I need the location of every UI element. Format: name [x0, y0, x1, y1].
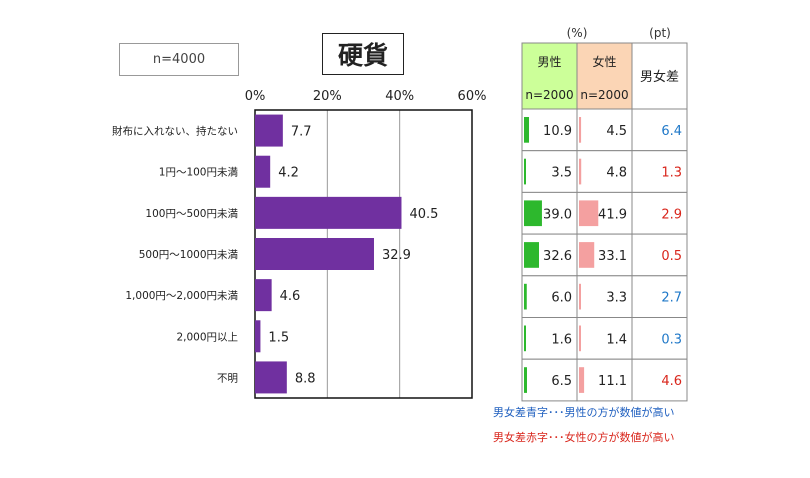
bar: [255, 279, 272, 312]
bar-value-label: 8.8: [295, 371, 316, 386]
male-value: 6.0: [551, 291, 572, 306]
diff-value: 4.6: [661, 374, 682, 389]
diff-value: 0.3: [661, 332, 682, 347]
female-data-bar: [579, 117, 582, 143]
x-tick-label: 20%: [313, 89, 342, 104]
diff-cell: [631, 317, 688, 360]
diff-value: 1.3: [661, 166, 682, 181]
diff-value: 6.4: [661, 124, 682, 139]
bar-value-label: 4.2: [278, 166, 299, 181]
male-data-bar: [524, 325, 526, 352]
male-value: 6.5: [551, 374, 572, 389]
diff-header-label: 男女差: [640, 69, 679, 85]
female-value: 3.3: [606, 291, 627, 306]
diff-value: 2.9: [661, 207, 682, 222]
female-value: 11.1: [598, 374, 627, 389]
category-label: 1円～100円未満: [159, 167, 239, 179]
female-value: 4.5: [606, 124, 627, 139]
chart-title: 硬貨: [322, 33, 404, 75]
diff-cell: [631, 233, 688, 277]
male-header-cell: [521, 42, 578, 110]
male-cell: [521, 108, 578, 152]
diff-value: 2.7: [661, 291, 682, 306]
x-tick-label: 60%: [458, 89, 487, 104]
legend-note-red: 男女差赤字･･･女性の方が数値が高い: [493, 431, 675, 444]
bar-value-label: 1.5: [268, 330, 289, 345]
female-cell: [576, 233, 633, 277]
female-value: 1.4: [606, 332, 627, 347]
x-tick-label: 0%: [245, 89, 266, 104]
bar-value-label: 40.5: [409, 207, 438, 222]
male-value: 39.0: [543, 207, 572, 222]
unit-point-label: (pt): [649, 26, 671, 40]
male-data-bar: [524, 117, 530, 143]
male-data-bar: [524, 158, 526, 185]
category-label: 2,000円以上: [176, 331, 238, 343]
female-value: 4.8: [606, 166, 627, 181]
diff-cell: [631, 191, 688, 235]
legend-note-blue: 男女差青字･･･男性の方が数値が高い: [493, 406, 675, 419]
category-label: 500円～1000円未満: [139, 249, 239, 261]
male-value: 10.9: [543, 124, 572, 139]
male-sample-label: n=2000: [525, 88, 573, 102]
male-data-bar: [524, 242, 539, 268]
male-cell: [521, 358, 578, 402]
female-data-bar: [579, 283, 581, 310]
diff-cell: [631, 275, 688, 318]
female-data-bar: [579, 367, 585, 393]
bar-value-label: 4.6: [280, 289, 301, 304]
category-label: 100円～500円未満: [145, 208, 238, 220]
diff-cell: [631, 150, 688, 193]
female-data-bar: [579, 242, 595, 268]
bar-value-label: 7.7: [291, 125, 312, 140]
male-cell: [521, 275, 578, 318]
female-header-cell: [576, 42, 633, 110]
diff-value: 0.5: [661, 249, 682, 264]
female-sample-label: n=2000: [580, 88, 628, 102]
female-data-bar: [579, 158, 582, 185]
female-cell: [576, 317, 633, 360]
bar: [255, 320, 261, 353]
male-data-bar: [524, 200, 542, 227]
bar: [255, 238, 374, 270]
female-cell: [576, 108, 633, 152]
diff-header-cell: [631, 42, 688, 110]
male-value: 32.6: [543, 249, 572, 264]
male-value: 3.5: [551, 166, 572, 181]
female-header-label: 女性: [592, 54, 616, 69]
female-data-bar: [579, 200, 599, 227]
female-value: 33.1: [598, 249, 627, 264]
unit-percent-label: (%): [567, 26, 588, 40]
male-cell: [521, 317, 578, 360]
bar: [255, 114, 283, 147]
female-value: 41.9: [598, 207, 627, 222]
male-data-bar: [524, 367, 527, 393]
category-label: 不明: [217, 372, 238, 384]
bar: [255, 196, 402, 229]
female-data-bar: [579, 325, 581, 352]
sample-size-label: n=4000: [119, 43, 239, 76]
male-header-label: 男性: [537, 55, 561, 69]
category-label: 1,000円～2,000円未満: [125, 290, 238, 302]
category-label: 財布に入れない、持たない: [112, 125, 238, 138]
male-data-bar: [524, 283, 527, 310]
male-value: 1.6: [551, 332, 572, 347]
x-tick-label: 40%: [385, 89, 414, 104]
bar-value-label: 32.9: [382, 248, 411, 263]
bar: [255, 361, 287, 394]
diff-cell: [631, 358, 688, 402]
bar: [255, 155, 271, 188]
